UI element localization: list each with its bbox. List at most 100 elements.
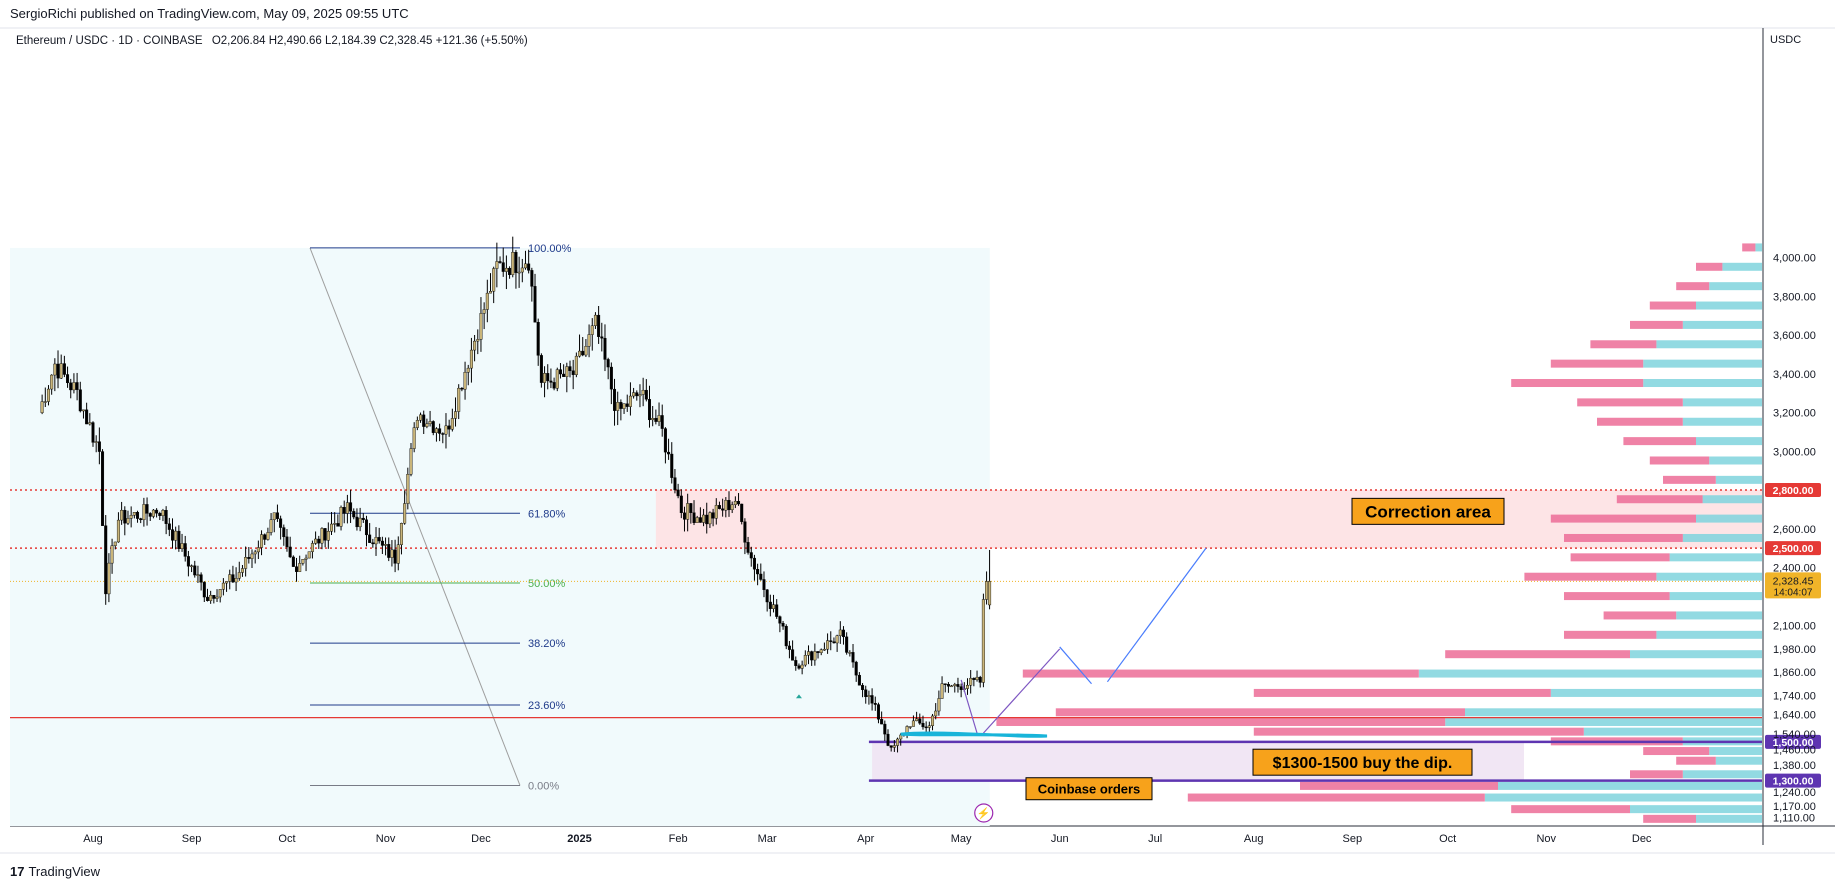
candle: [59, 354, 63, 380]
candle: [985, 571, 989, 605]
symbol-name[interactable]: Ethereum / USDC · 1D · COINBASE: [16, 35, 203, 47]
candle-body: [985, 581, 989, 600]
candle: [597, 305, 601, 344]
candle: [288, 536, 292, 559]
candle: [584, 339, 588, 357]
candle-body: [43, 401, 47, 403]
candle: [702, 508, 706, 527]
candle-body: [415, 420, 419, 428]
candle: [473, 334, 477, 362]
volume-profile-bar-up: [1709, 282, 1762, 291]
candle-body: [886, 733, 890, 746]
candle: [628, 382, 632, 416]
candle-body: [625, 403, 629, 407]
x-tick-label: Nov: [1536, 833, 1556, 845]
price-level-tag-text: 2,800.00: [1773, 485, 1814, 497]
candle-body: [845, 636, 849, 653]
candle-body: [759, 573, 763, 580]
candle: [234, 567, 238, 592]
candle: [304, 554, 308, 572]
candle: [632, 387, 636, 399]
candle: [523, 250, 527, 270]
candle-body: [657, 415, 661, 422]
candle-body: [94, 441, 98, 443]
volume-profile-bar-down: [1643, 747, 1710, 756]
candle-body: [425, 423, 429, 427]
candle-body: [959, 686, 963, 690]
event-flash-icon: [974, 803, 994, 823]
annotation-box: [1252, 748, 1473, 776]
candle: [841, 626, 845, 645]
candle-body: [861, 685, 865, 690]
candle: [966, 678, 970, 695]
candle-body: [600, 336, 604, 339]
candle: [298, 555, 302, 572]
candle-body: [406, 474, 410, 504]
candle: [870, 688, 874, 711]
candle-body: [660, 415, 664, 429]
candle: [508, 266, 512, 279]
x-tick-label: Mar: [758, 833, 777, 845]
candle: [330, 511, 334, 536]
volume-profile-bar-down: [1300, 781, 1498, 790]
volume-profile-bar-up: [1722, 262, 1762, 271]
candle: [155, 508, 159, 518]
candle: [317, 535, 321, 549]
candle: [279, 515, 283, 540]
candle: [495, 242, 499, 288]
candle: [447, 419, 451, 437]
candle-body: [883, 723, 887, 735]
candle-body: [304, 557, 308, 560]
candle-body: [345, 502, 349, 514]
candle-body: [148, 513, 152, 517]
candle-body: [460, 387, 464, 390]
volume-profile-bar-down: [1253, 727, 1584, 736]
candle: [237, 561, 241, 581]
candle-body: [279, 518, 283, 528]
candle: [469, 337, 473, 383]
candle: [136, 510, 140, 523]
candle-body: [46, 388, 50, 402]
candle-body: [638, 394, 642, 397]
candle: [520, 258, 524, 283]
y-tick-label: 3,200.00: [1773, 408, 1816, 420]
candle-body: [151, 509, 155, 517]
candle: [450, 408, 454, 432]
candle: [857, 672, 861, 686]
candle-body: [558, 369, 562, 375]
fib-level-label: 100.00%: [528, 243, 572, 255]
candle-body: [514, 252, 518, 273]
tradingview-brand[interactable]: 17 TradingView: [10, 864, 100, 879]
candle-body: [495, 261, 499, 269]
candle: [892, 740, 896, 752]
candle-body: [597, 314, 601, 337]
y-tick-label: 1,980.00: [1773, 644, 1816, 656]
candle-body: [384, 544, 388, 546]
projection-arrow-blue-down: [1059, 646, 1092, 685]
volume-profile-bar-up: [1696, 814, 1762, 823]
candle-body: [377, 537, 381, 542]
candle-body: [835, 635, 839, 644]
candle-body: [867, 695, 871, 698]
candle: [756, 563, 760, 586]
candle-body: [787, 645, 791, 650]
candle-body: [978, 676, 982, 683]
candle: [476, 329, 480, 355]
candle: [861, 683, 865, 698]
candle: [463, 361, 467, 400]
candle: [492, 266, 496, 304]
currency-label[interactable]: USDC: [1770, 34, 1802, 46]
candle-body: [132, 512, 136, 516]
candle: [415, 416, 419, 431]
candle: [775, 599, 779, 619]
candle-body: [40, 401, 44, 413]
candle-body: [864, 689, 868, 698]
y-tick-label: 3,800.00: [1773, 291, 1816, 303]
y-tick-label: 1,460.00: [1773, 745, 1816, 757]
candle: [667, 438, 671, 460]
price-level-tag: [1765, 734, 1821, 749]
volume-profile-bar-up: [1696, 514, 1762, 523]
candle-body: [221, 582, 225, 590]
candle-body: [428, 421, 432, 425]
